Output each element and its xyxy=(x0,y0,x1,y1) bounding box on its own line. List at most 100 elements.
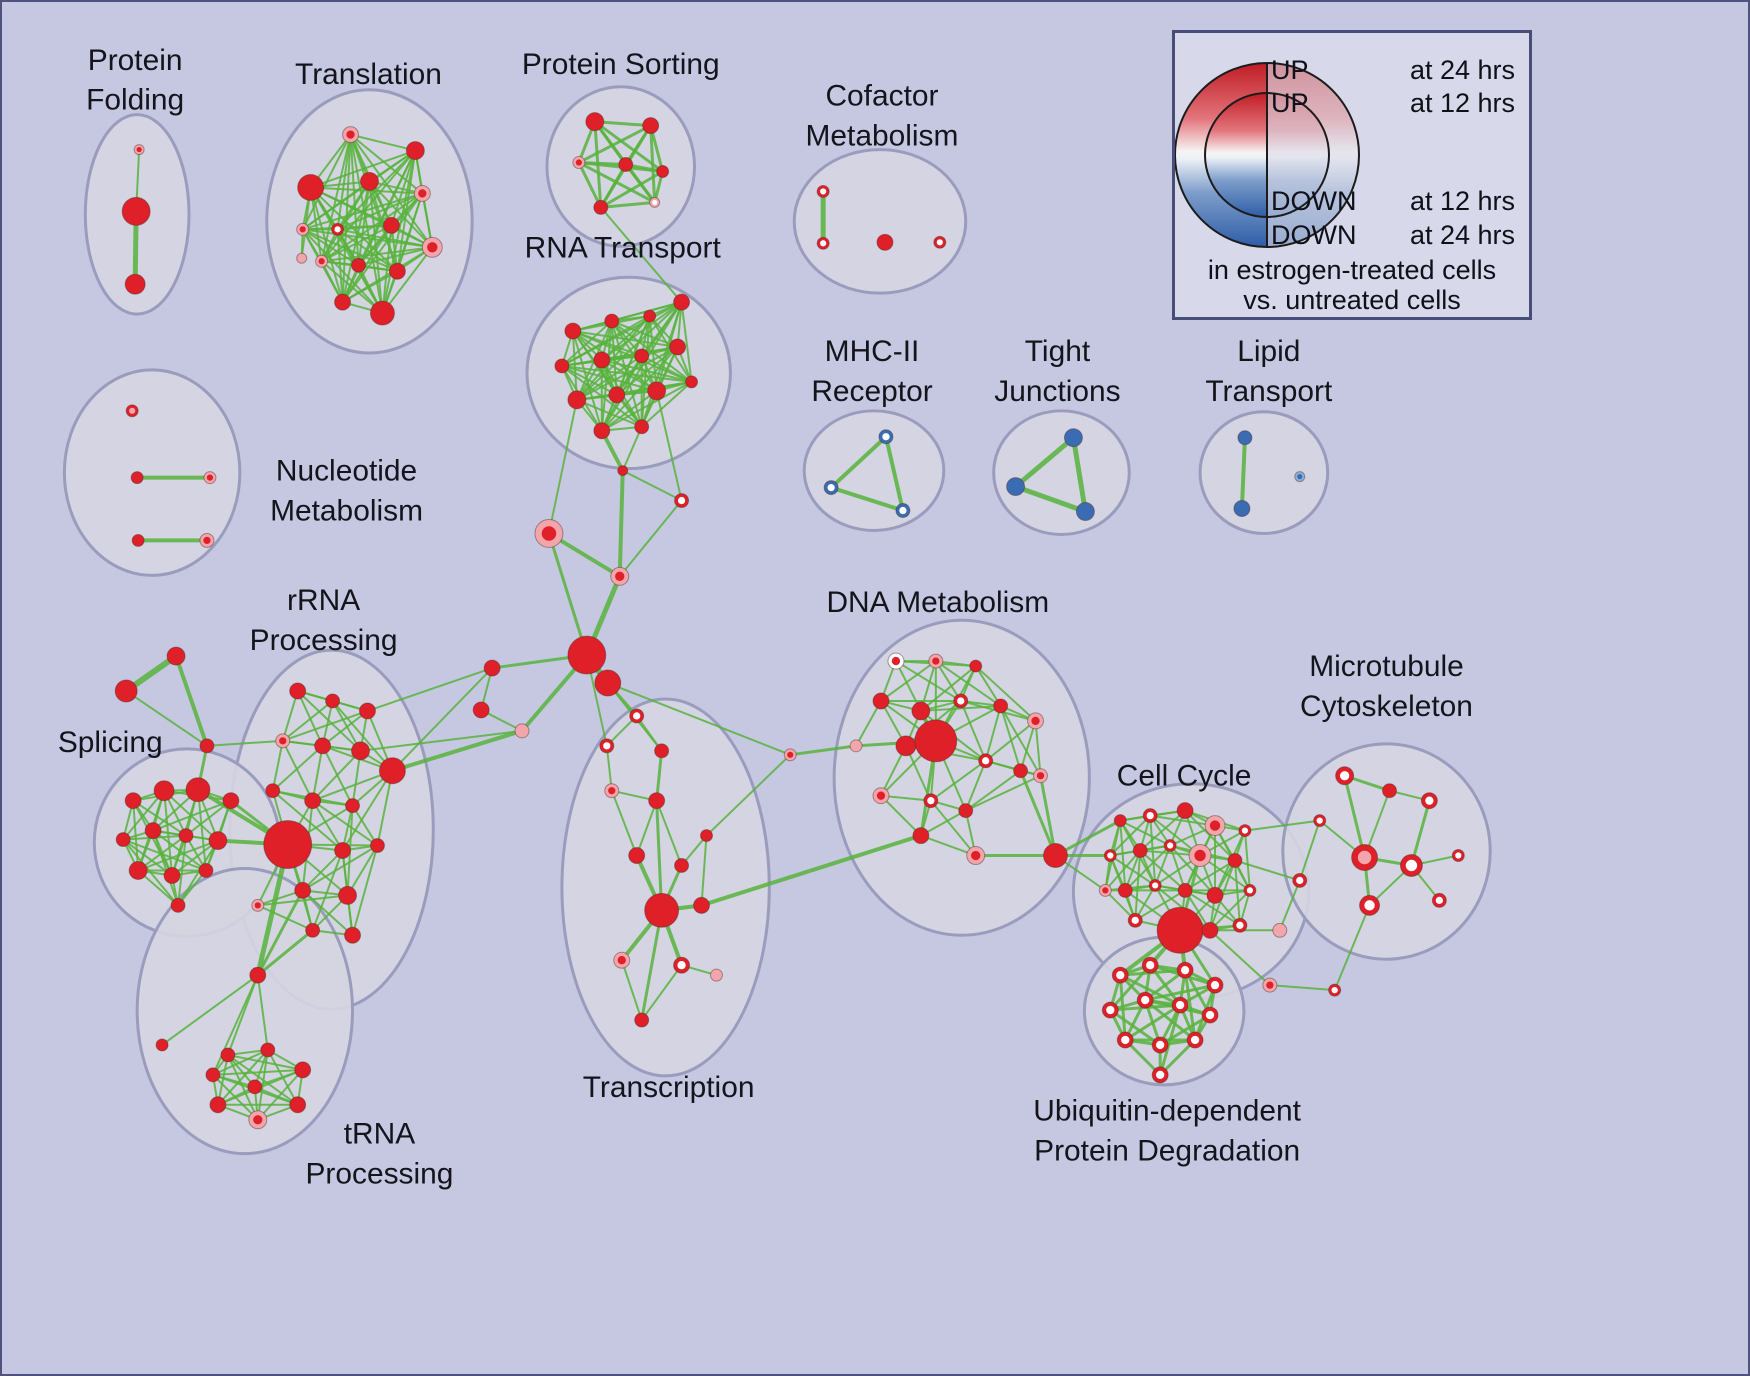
node-tc9 xyxy=(693,896,710,914)
edge-s3-s11 xyxy=(196,788,207,872)
node-core-dm12 xyxy=(876,791,886,800)
cluster-label-rrna-processing: rRNA Processing xyxy=(250,584,398,657)
edge-ub2-ub5 xyxy=(1108,963,1152,1012)
edge-tc5-tchub xyxy=(655,799,664,912)
edge-dm5-dm7 xyxy=(919,704,1002,712)
edge-ubc-mt11 xyxy=(1268,984,1336,992)
edge-rr5-rr9 xyxy=(311,744,324,802)
edge-rr4-rr8 xyxy=(271,739,284,792)
edge-t1-t2 xyxy=(349,133,417,152)
node-s6 xyxy=(144,822,162,840)
node-core-mh1 xyxy=(882,433,890,441)
edge-dm13-dm17 xyxy=(929,799,977,857)
cluster-label-trna-processing: tRNA Processing xyxy=(305,1118,453,1191)
edge-rr3-rr5 xyxy=(321,709,369,747)
edge-dm2-dm4 xyxy=(879,660,937,702)
edge-s7-s9 xyxy=(137,834,188,872)
node-rrhub xyxy=(263,820,313,869)
edge-tc1-tc2 xyxy=(605,714,638,747)
node-core-t1 xyxy=(346,130,355,139)
nodes xyxy=(114,112,1465,1130)
node-core-sp3 xyxy=(541,526,557,541)
edge-mt1-mt5 xyxy=(1343,774,1367,860)
edge-sp1-sp2 xyxy=(621,469,683,502)
edge-dm7-dm11 xyxy=(999,704,1022,772)
edge-mh1-mh3 xyxy=(883,434,905,513)
edge-sp1-sp4 xyxy=(617,468,625,579)
node-tc5 xyxy=(648,792,666,810)
edge-t4-t5 xyxy=(368,180,424,195)
node-core-cf4 xyxy=(936,239,943,246)
node-core-cf2 xyxy=(820,240,827,247)
node-core-ubc xyxy=(1266,981,1274,989)
node-s4 xyxy=(222,792,240,810)
edge-rt12-rt13 xyxy=(600,380,693,432)
node-rt3 xyxy=(643,309,657,323)
node-rt11 xyxy=(647,381,667,401)
legend-direction: UP xyxy=(1271,88,1309,118)
edge-ps6-ps7 xyxy=(599,200,657,209)
node-cc13 xyxy=(1177,882,1193,898)
node-ps2 xyxy=(642,117,660,135)
node-s10 xyxy=(163,866,181,884)
node-lp1 xyxy=(1237,430,1253,446)
node-t12 xyxy=(388,262,406,280)
node-tj2 xyxy=(1006,477,1026,497)
edge-t4-t6 xyxy=(301,180,371,231)
edge-trh5-trh7 xyxy=(211,1073,259,1121)
edge-rr2-rr4 xyxy=(281,699,334,742)
edge-rt2-rt5 xyxy=(560,320,613,367)
node-core-dm2 xyxy=(932,657,940,665)
node-s11 xyxy=(198,862,214,878)
node-tc12 xyxy=(709,968,723,982)
edge-rr13-tr0 xyxy=(256,888,305,977)
edge-t9-t11 xyxy=(357,246,434,267)
edge-tc4-tc7 xyxy=(610,789,638,857)
cluster-translation xyxy=(265,88,474,355)
node-dm11 xyxy=(1013,763,1029,779)
node-rt10 xyxy=(608,386,626,404)
edge-sx3-rr4 xyxy=(205,739,284,747)
cluster-label-splicing: Splicing xyxy=(58,726,163,759)
node-core-nm3 xyxy=(206,474,214,481)
edge-sx2-sx3 xyxy=(125,689,208,747)
node-ps5 xyxy=(656,165,670,178)
edge-s6-s12 xyxy=(152,829,180,907)
legend-row-down-12: DOWN at 12 hrs xyxy=(1271,186,1515,217)
edge-rr8-rr11 xyxy=(271,789,344,852)
edge-ps2-ps3 xyxy=(577,124,653,165)
edge-t10-t14 xyxy=(320,260,384,315)
edge-t2-t8 xyxy=(390,149,417,227)
legend-direction: UP xyxy=(1271,55,1309,85)
node-t14 xyxy=(369,300,395,326)
node-core-t10 xyxy=(318,258,325,265)
node-core-mh2 xyxy=(827,483,835,492)
edge-dm14-dm16 xyxy=(919,809,967,837)
edge-cc2-cc6 xyxy=(1109,814,1152,857)
edge-t5-t6 xyxy=(301,192,424,231)
node-nm2 xyxy=(130,471,144,485)
edge-rt2-rt7 xyxy=(610,320,643,357)
node-tc3 xyxy=(654,743,670,759)
edge-rr7-sp5 xyxy=(391,667,494,772)
edge-t2-t3 xyxy=(309,149,417,189)
edge-rt4-rt5 xyxy=(560,301,683,367)
edge-dm10-dm13 xyxy=(929,759,987,802)
node-rr9 xyxy=(304,792,322,810)
edge-ub3-ub11 xyxy=(1183,968,1197,1042)
edge-tr0-trh2 xyxy=(256,974,269,1051)
node-rr13 xyxy=(294,881,312,899)
node-rr5 xyxy=(314,737,332,755)
cluster-mhc-ii-receptor xyxy=(802,409,946,532)
edge-rr3-rr4 xyxy=(281,709,369,742)
edge-dm16-dm17 xyxy=(919,834,977,857)
edge-dm14-dm15 xyxy=(964,774,1042,812)
node-s1 xyxy=(124,792,142,810)
cluster-label-mhc-ii-receptor: MHC-II Receptor xyxy=(811,335,932,408)
node-rr1 xyxy=(289,682,307,700)
node-t8 xyxy=(382,216,400,234)
edge-dm18-dm4 xyxy=(855,699,882,747)
node-trh3 xyxy=(294,1061,312,1079)
cluster-label-cell-cycle: Cell Cycle xyxy=(1117,760,1252,793)
